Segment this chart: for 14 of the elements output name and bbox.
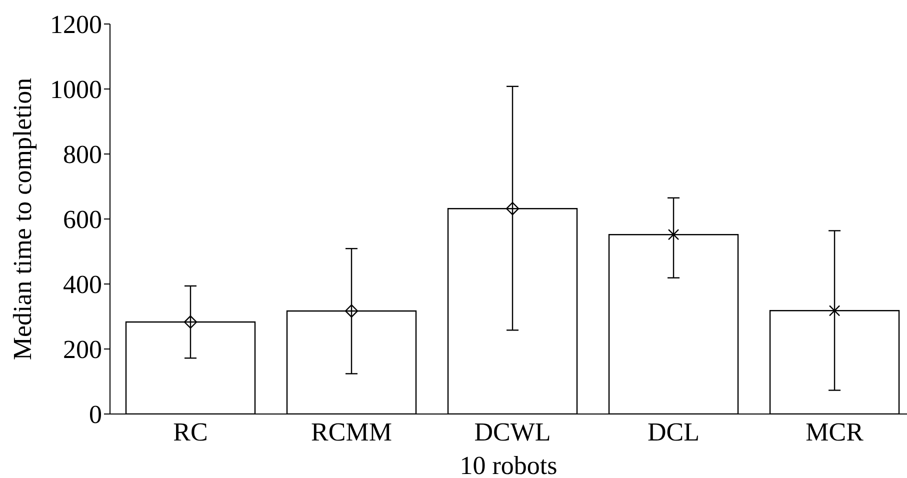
x-tick-label: RC — [173, 417, 208, 446]
y-axis-title: Median time to completion — [8, 78, 38, 360]
y-tick-label: 1000 — [50, 75, 102, 104]
y-tick-label: 800 — [63, 140, 102, 170]
x-tick-label: DCWL — [474, 417, 551, 446]
y-tick-label: 200 — [63, 335, 102, 364]
x-tick-label: RCMM — [311, 417, 392, 446]
x-tick-label: DCL — [648, 417, 700, 446]
y-tick-label: 0 — [89, 400, 102, 430]
x-tick-label: MCR — [806, 417, 864, 446]
x-axis-title: 10 robots — [460, 451, 558, 478]
y-tick-label: 600 — [63, 205, 102, 234]
y-tick-label: 1200 — [50, 10, 102, 40]
y-tick-label: 400 — [63, 270, 102, 300]
